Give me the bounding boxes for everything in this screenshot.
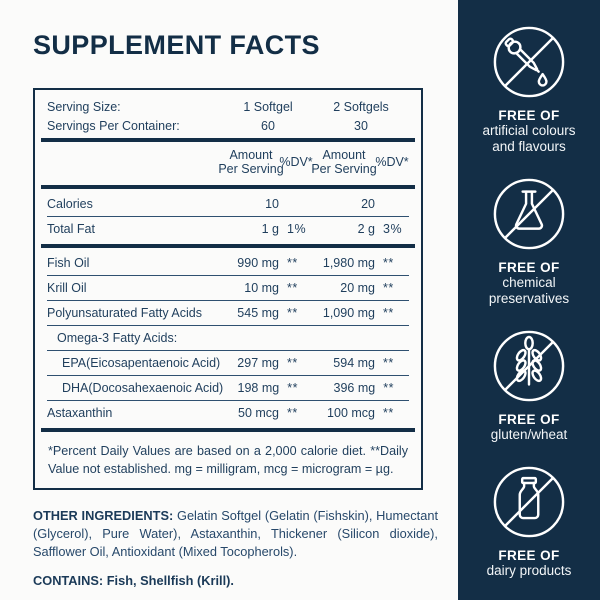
free-of-title: FREE OF xyxy=(498,412,560,427)
contains-label: CONTAINS: xyxy=(33,572,104,588)
free-of-title: FREE OF xyxy=(498,260,560,275)
free-of-title: FREE OF xyxy=(498,108,560,123)
amount-per-serving-header-2: Amount Per Serving xyxy=(311,148,377,177)
serving-size-col2: 2 Softgels xyxy=(333,99,389,114)
table-row-dha: DHA(Docosahexaenoic Acid) 198 mg ** 396 … xyxy=(47,376,409,401)
table-row-krill-oil: Krill Oil 10 mg ** 20 mg ** xyxy=(47,276,409,301)
dv-header-2: %DV* xyxy=(375,155,409,170)
free-of-caption: artificial colours and flavours xyxy=(482,123,576,154)
other-ingredients-paragraph: OTHER INGREDIENTS: Gelatin Softgel (Gela… xyxy=(33,507,438,561)
amount-per-serving-header-1: Amount Per Serving xyxy=(218,148,284,177)
table-row-total-fat: Total Fat 1 g 1% 2 g 3% xyxy=(47,221,403,236)
label-main-area: SUPPLEMENT FACTS Serving Size: 1 Softgel… xyxy=(33,30,438,590)
free-of-caption: gluten/wheat xyxy=(490,427,568,442)
divider-thick xyxy=(41,184,415,189)
servings-col2: 30 xyxy=(354,118,368,133)
free-of-caption: dairy products xyxy=(486,563,572,579)
divider-thick xyxy=(41,243,415,248)
divider-thick xyxy=(41,138,415,142)
free-of-badge-gluten-wheat: FREE OF gluten/wheat xyxy=(490,329,568,443)
free-of-sidebar: FREE OF artificial colours and flavours … xyxy=(458,0,600,600)
free-of-badge-artificial-colours: FREE OF artificial colours and flavours xyxy=(482,25,576,155)
other-ingredients-label: OTHER INGREDIENTS: xyxy=(33,508,174,524)
table-row-fish-oil: Fish Oil 990 mg ** 1,980 mg ** xyxy=(47,251,409,276)
contains-text: Fish, Shellfish (Krill). xyxy=(106,572,234,588)
dv-header-1: %DV* xyxy=(279,155,313,170)
serving-size-row: Serving Size: 1 Softgel 2 Softgels xyxy=(47,97,409,116)
servings-col1: 60 xyxy=(261,118,275,133)
table-row-calories: Calories 10 20 xyxy=(47,192,409,217)
other-ingredients-text: Gelatin Softgel (Gelatin (Fishskin), Hum… xyxy=(33,508,438,560)
serving-size-col1: 1 Softgel xyxy=(243,99,293,114)
servings-per-container-label: Servings Per Container: xyxy=(47,118,180,133)
servings-per-container-row: Servings Per Container: 60 30 xyxy=(47,116,409,135)
divider-thick xyxy=(41,427,415,432)
free-of-caption: chemical preservatives xyxy=(488,275,570,306)
free-of-title: FREE OF xyxy=(498,548,560,564)
table-header-row: Amount Per Serving %DV* Amount Per Servi… xyxy=(47,145,409,182)
no-artificial-colours-icon xyxy=(492,25,566,99)
table-row-omega3-heading: Omega-3 Fatty Acids: xyxy=(47,326,409,351)
no-chemical-preservatives-icon xyxy=(492,177,566,251)
free-of-badge-dairy-products: FREE OF dairy products xyxy=(486,465,572,579)
supplement-facts-table: Serving Size: 1 Softgel 2 Softgels Servi… xyxy=(33,88,423,491)
table-row-polyunsaturated: Polyunsaturated Fatty Acids 545 mg ** 1,… xyxy=(47,301,409,326)
page-title: SUPPLEMENT FACTS xyxy=(33,30,320,60)
table-row-epa: EPA(Eicosapentaenoic Acid) 297 mg ** 594… xyxy=(47,351,409,376)
no-gluten-wheat-icon xyxy=(492,329,566,403)
table-row-astaxanthin: Astaxanthin 50 mcg ** 100 mcg ** xyxy=(47,405,394,420)
free-of-badge-chemical-preservatives: FREE OF chemical preservatives xyxy=(489,177,569,307)
no-dairy-products-icon xyxy=(492,465,566,539)
contains-paragraph: CONTAINS: Fish, Shellfish (Krill). xyxy=(33,572,438,590)
daily-value-footnote: *Percent Daily Values are based on a 2,0… xyxy=(48,443,408,476)
serving-size-label: Serving Size: xyxy=(47,99,121,114)
